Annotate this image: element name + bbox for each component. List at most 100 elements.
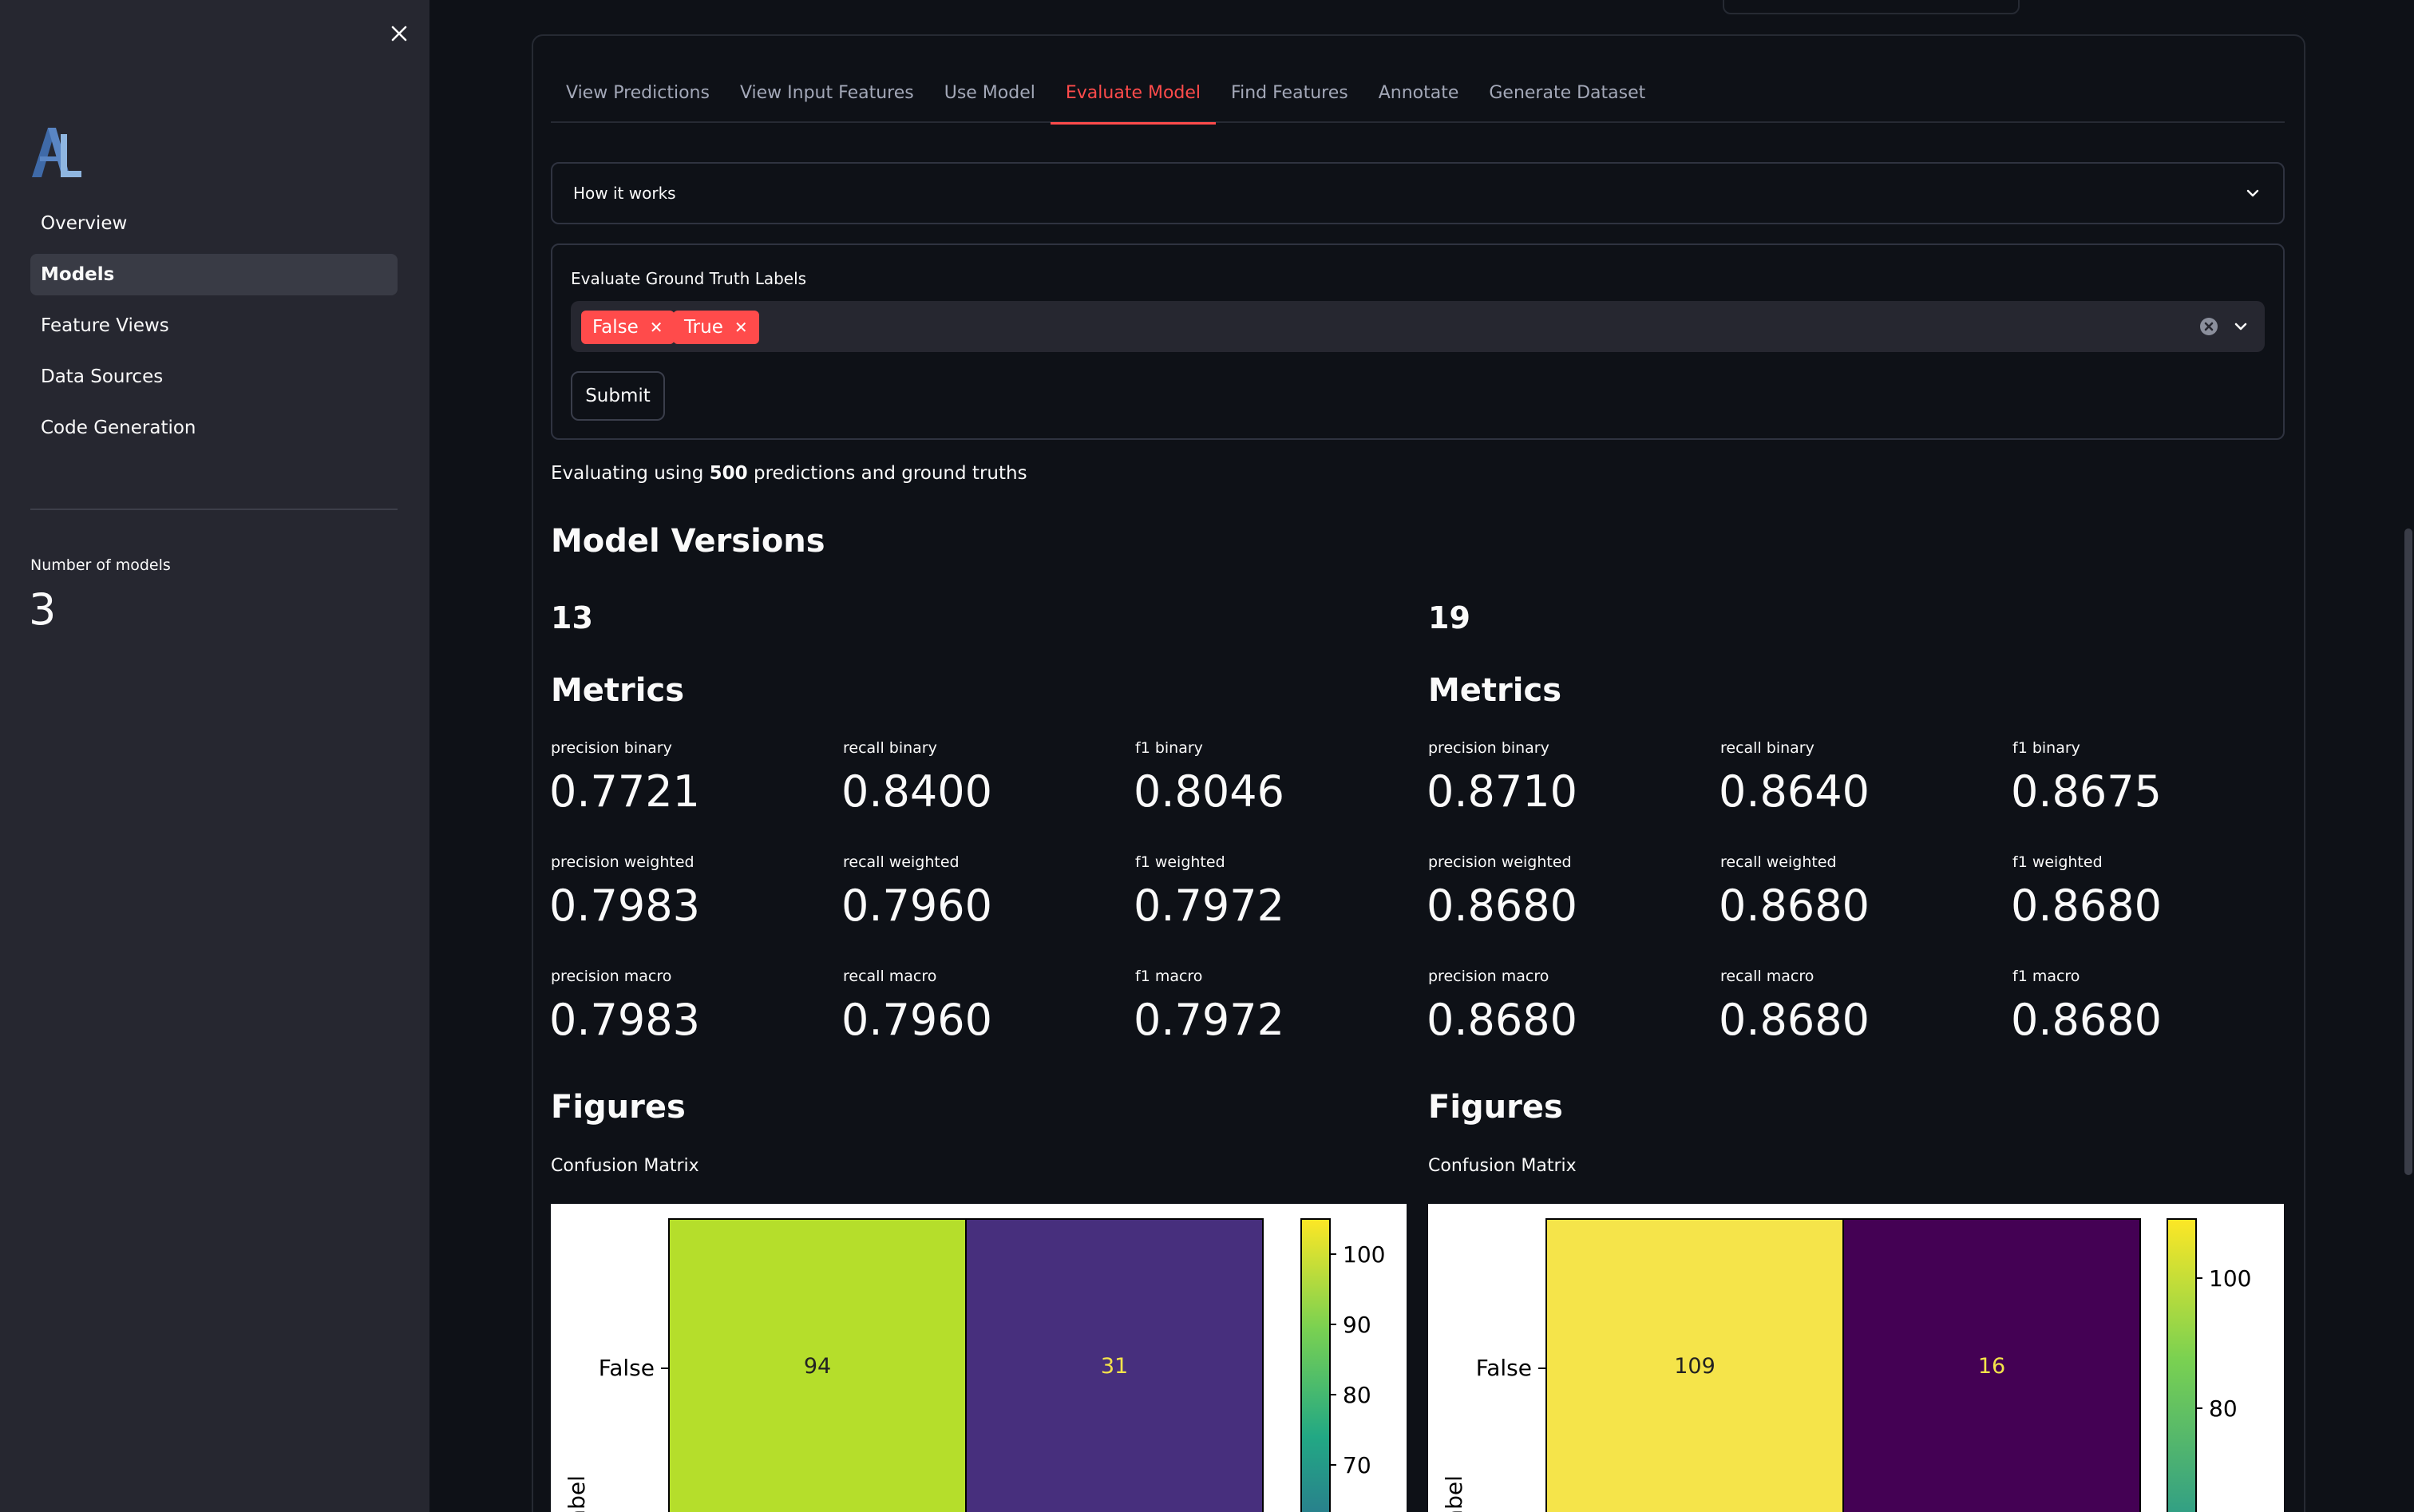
colorbar-tick: 70 — [1343, 1452, 1371, 1478]
cm-row-label: False — [1476, 1355, 1532, 1381]
metric-value: 0.8675 — [2011, 766, 2162, 817]
remove-chip-icon[interactable]: ✕ — [734, 318, 748, 337]
metric-value: 0.8680 — [1719, 995, 1870, 1045]
remove-chip-icon[interactable]: ✕ — [649, 318, 663, 337]
cm-cell-value: 109 — [1674, 1354, 1716, 1379]
sidebar-item-overview[interactable]: Overview — [41, 213, 128, 234]
colorbar-tick: 100 — [1343, 1241, 1385, 1268]
metric-label: precision weighted — [1428, 853, 1572, 871]
evaluation-suffix: predictions and ground truths — [747, 463, 1027, 484]
model-versions-heading: Model Versions — [551, 523, 825, 560]
cm-cell-1 — [965, 1218, 1264, 1512]
chip-label: True — [684, 317, 723, 338]
version-heading: 19 — [1428, 600, 1470, 635]
number-of-models-label: Number of models — [30, 556, 171, 574]
sidebar-item-models[interactable]: Models — [30, 254, 398, 295]
number-of-models-value: 3 — [29, 584, 57, 635]
evaluation-prefix: Evaluating using — [551, 463, 710, 484]
cm-cell-1 — [1842, 1218, 2141, 1512]
tab-view-input-features[interactable]: View Input Features — [739, 82, 914, 103]
how-it-works-expander[interactable]: How it works — [551, 162, 2285, 224]
metric-value: 0.8046 — [1134, 766, 1284, 817]
metric-label: recall weighted — [843, 853, 960, 871]
scrollbar-thumb[interactable] — [2404, 528, 2412, 1175]
version-heading: 13 — [551, 600, 593, 635]
metric-label: recall binary — [1720, 739, 1814, 757]
sidebar-item-feature-views[interactable]: Feature Views — [41, 315, 169, 336]
metric-value: 0.7983 — [549, 881, 700, 931]
evaluate-form: Evaluate Ground Truth Labels False ✕ Tru… — [551, 243, 2285, 440]
expander-label: How it works — [573, 184, 676, 203]
chevron-down-icon — [2246, 189, 2259, 197]
metric-value: 0.7721 — [549, 766, 700, 817]
metrics-heading: Metrics — [551, 672, 685, 709]
metric-label: precision binary — [1428, 739, 1549, 757]
app-logo — [32, 128, 81, 177]
metric-label: f1 weighted — [1135, 853, 1225, 871]
tab-generate-dataset[interactable]: Generate Dataset — [1489, 82, 1646, 103]
cm-cell-0 — [1545, 1218, 1844, 1512]
ground-truth-multiselect[interactable]: False ✕ True ✕ — [571, 301, 2265, 352]
chip-true: True ✕ — [673, 311, 759, 344]
confusion-matrix-figure: 94 31 False abel 100 90 80 70 — [551, 1204, 1407, 1512]
confusion-matrix-title: Confusion Matrix — [551, 1156, 699, 1176]
metric-value: 0.8680 — [1427, 881, 1577, 931]
metric-value: 0.7960 — [841, 995, 992, 1045]
metric-label: precision macro — [1428, 968, 1549, 985]
evaluation-summary: Evaluating using 500 predictions and gro… — [551, 463, 1027, 484]
metric-value: 0.7972 — [1134, 995, 1284, 1045]
tab-view-predictions[interactable]: View Predictions — [566, 82, 710, 103]
sidebar-item-data-sources[interactable]: Data Sources — [41, 366, 164, 387]
metric-value: 0.7960 — [841, 881, 992, 931]
metric-label: precision binary — [551, 739, 672, 757]
metric-label: precision weighted — [551, 853, 695, 871]
close-sidebar-button[interactable] — [383, 18, 415, 49]
metric-label: recall macro — [1720, 968, 1814, 985]
confusion-matrix-plot: 94 31 False abel 100 90 80 70 — [564, 1218, 1385, 1512]
figures-heading: Figures — [551, 1089, 686, 1126]
colorbar — [2167, 1218, 2197, 1512]
submit-button[interactable]: Submit — [571, 371, 665, 421]
chip-label: False — [592, 317, 639, 338]
metrics-heading: Metrics — [1428, 672, 1562, 709]
metric-value: 0.8680 — [2011, 995, 2162, 1045]
confusion-matrix-figure: 109 16 False abel 100 80 — [1428, 1204, 2284, 1512]
tab-use-model[interactable]: Use Model — [944, 82, 1035, 103]
tab-evaluate-model[interactable]: Evaluate Model — [1050, 62, 1217, 125]
cm-y-axis-label: abel — [1441, 1475, 1467, 1512]
cm-cell-value: 94 — [804, 1354, 831, 1379]
sidebar: Overview Models Feature Views Data Sourc… — [0, 0, 429, 1512]
top-card-edge — [1723, 0, 2020, 14]
cm-cell-value: 16 — [1978, 1354, 2005, 1379]
metric-value: 0.8680 — [1719, 881, 1870, 931]
cm-row-label: False — [599, 1355, 655, 1381]
cm-y-axis-label: abel — [564, 1475, 590, 1512]
metric-value: 0.8680 — [1427, 995, 1577, 1045]
tab-find-features[interactable]: Find Features — [1231, 82, 1348, 103]
colorbar-tick: 80 — [2209, 1395, 2238, 1422]
sidebar-item-code-generation[interactable]: Code Generation — [41, 418, 196, 438]
confusion-matrix-plot: 109 16 False abel 100 80 — [1441, 1218, 2251, 1512]
sidebar-nav: Overview Models Feature Views Data Sourc… — [30, 203, 398, 458]
tab-bar: View Predictions View Input Features Use… — [551, 62, 2285, 125]
chevron-down-icon[interactable] — [2231, 317, 2250, 336]
metric-value: 0.8710 — [1427, 766, 1577, 817]
metric-label: recall weighted — [1720, 853, 1837, 871]
evaluation-count: 500 — [709, 463, 748, 484]
metric-label: recall binary — [843, 739, 937, 757]
metric-label: f1 macro — [2012, 968, 2080, 985]
metric-label: f1 weighted — [2012, 853, 2103, 871]
colorbar-tick: 100 — [2209, 1265, 2251, 1292]
metric-value: 0.8400 — [841, 766, 992, 817]
sidebar-divider — [30, 509, 398, 510]
chip-false: False ✕ — [581, 311, 675, 344]
figures-heading: Figures — [1428, 1089, 1563, 1126]
ground-truth-labels-label: Evaluate Ground Truth Labels — [571, 269, 807, 288]
metric-label: precision macro — [551, 968, 672, 985]
metric-value: 0.8680 — [2011, 881, 2162, 931]
metric-label: f1 binary — [1135, 739, 1203, 757]
confusion-matrix-title: Confusion Matrix — [1428, 1156, 1577, 1176]
tab-annotate[interactable]: Annotate — [1378, 82, 1459, 103]
clear-selection-icon[interactable] — [2199, 317, 2218, 336]
colorbar — [1300, 1218, 1331, 1512]
